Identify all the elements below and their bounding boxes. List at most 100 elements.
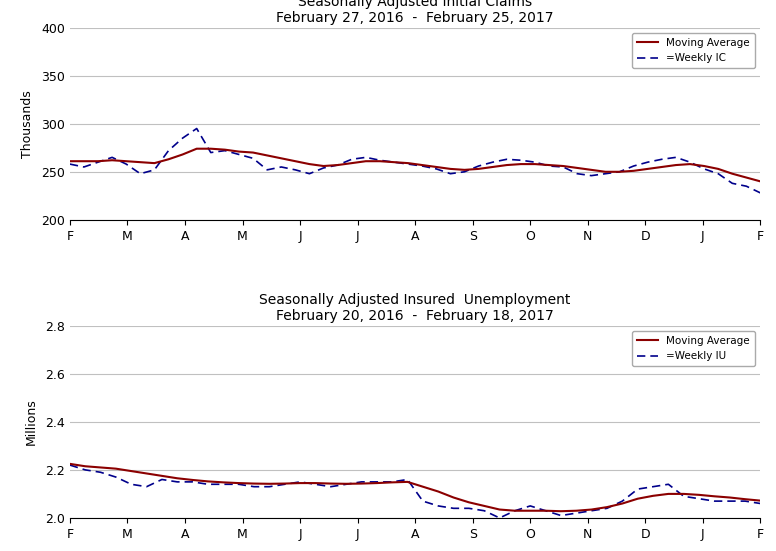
=Weekly IC [107, 154, 116, 161]
Moving Average [417, 162, 427, 169]
Moving Average [219, 479, 228, 485]
=Weekly IU [96, 469, 106, 476]
Moving Average [93, 158, 102, 165]
=Weekly IC [728, 180, 737, 187]
=Weekly IC [615, 169, 624, 175]
=Weekly IC [93, 159, 102, 165]
=Weekly IC [262, 166, 272, 173]
=Weekly IU [249, 483, 258, 490]
=Weekly IU [265, 483, 274, 490]
Moving Average [262, 152, 272, 159]
=Weekly IU [556, 512, 566, 519]
=Weekly IU [234, 481, 244, 488]
=Weekly IU [219, 481, 228, 488]
=Weekly IU [203, 481, 213, 488]
Moving Average [357, 480, 366, 487]
Moving Average [572, 507, 581, 514]
=Weekly IC [305, 170, 314, 177]
=Weekly IC [65, 161, 74, 168]
Moving Average [220, 147, 230, 153]
Moving Average [280, 480, 289, 487]
Moving Average [404, 160, 413, 166]
Moving Average [602, 504, 611, 510]
=Weekly IU [434, 503, 443, 509]
=Weekly IC [601, 170, 610, 177]
=Weekly IU [326, 483, 335, 490]
Title: Seasonally Adjusted Insured  Unemployment
February 20, 2016  -  February 18, 201: Seasonally Adjusted Insured Unemployment… [259, 293, 571, 323]
Moving Average [633, 495, 643, 502]
Moving Average [142, 470, 151, 477]
Moving Average [449, 494, 458, 501]
Moving Average [296, 480, 305, 487]
=Weekly IC [291, 166, 300, 173]
Moving Average [361, 158, 370, 165]
Moving Average [545, 162, 554, 169]
Moving Average [445, 166, 455, 172]
Moving Average [387, 479, 397, 485]
Moving Average [234, 480, 244, 487]
=Weekly IC [347, 156, 356, 163]
Moving Average [434, 488, 443, 495]
=Weekly IU [280, 481, 289, 488]
Moving Average [305, 161, 314, 168]
Moving Average [480, 503, 489, 509]
Moving Average [188, 477, 197, 483]
Moving Average [326, 480, 335, 487]
=Weekly IC [714, 170, 723, 177]
=Weekly IC [150, 166, 159, 173]
Moving Average [333, 162, 342, 169]
Moving Average [679, 490, 688, 497]
Moving Average [587, 166, 596, 173]
Moving Average [587, 506, 596, 513]
=Weekly IC [502, 156, 511, 163]
=Weekly IC [417, 163, 427, 169]
Moving Average [150, 160, 159, 166]
Moving Average [474, 166, 483, 172]
=Weekly IC [756, 190, 765, 196]
Moving Average [663, 490, 673, 497]
=Weekly IC [248, 155, 258, 161]
=Weekly IC [685, 159, 695, 165]
Moving Average [341, 480, 351, 487]
Moving Average [376, 158, 385, 165]
Moving Average [710, 493, 719, 500]
Moving Average [265, 480, 274, 487]
=Weekly IU [525, 503, 535, 509]
=Weekly IU [142, 483, 151, 490]
Moving Average [122, 158, 131, 165]
=Weekly IU [310, 481, 320, 488]
=Weekly IU [695, 495, 704, 502]
Moving Average [728, 170, 737, 177]
Moving Average [530, 161, 539, 168]
Line: Moving Average: Moving Average [70, 464, 760, 511]
Moving Average [276, 155, 286, 161]
=Weekly IC [361, 154, 370, 161]
=Weekly IU [602, 505, 611, 512]
Moving Average [643, 166, 653, 172]
=Weekly IU [725, 498, 734, 504]
=Weekly IC [276, 164, 286, 170]
Moving Average [516, 161, 525, 168]
=Weekly IC [488, 159, 497, 165]
Moving Average [310, 480, 320, 487]
=Weekly IC [319, 165, 328, 171]
=Weekly IU [341, 481, 351, 488]
Moving Average [556, 508, 566, 515]
=Weekly IC [516, 157, 525, 164]
Moving Average [126, 468, 136, 474]
Line: =Weekly IC: =Weekly IC [70, 128, 760, 193]
=Weekly IC [234, 151, 244, 158]
Moving Average [714, 166, 723, 172]
=Weekly IU [740, 498, 750, 504]
Moving Average [695, 491, 704, 498]
Moving Average [618, 500, 627, 507]
=Weekly IC [629, 163, 639, 169]
Moving Average [234, 148, 244, 155]
Moving Average [601, 169, 610, 175]
Moving Average [390, 159, 399, 165]
=Weekly IC [404, 161, 413, 168]
=Weekly IU [449, 505, 458, 512]
=Weekly IU [403, 476, 412, 483]
Moving Average [460, 166, 469, 173]
=Weekly IC [192, 125, 201, 132]
